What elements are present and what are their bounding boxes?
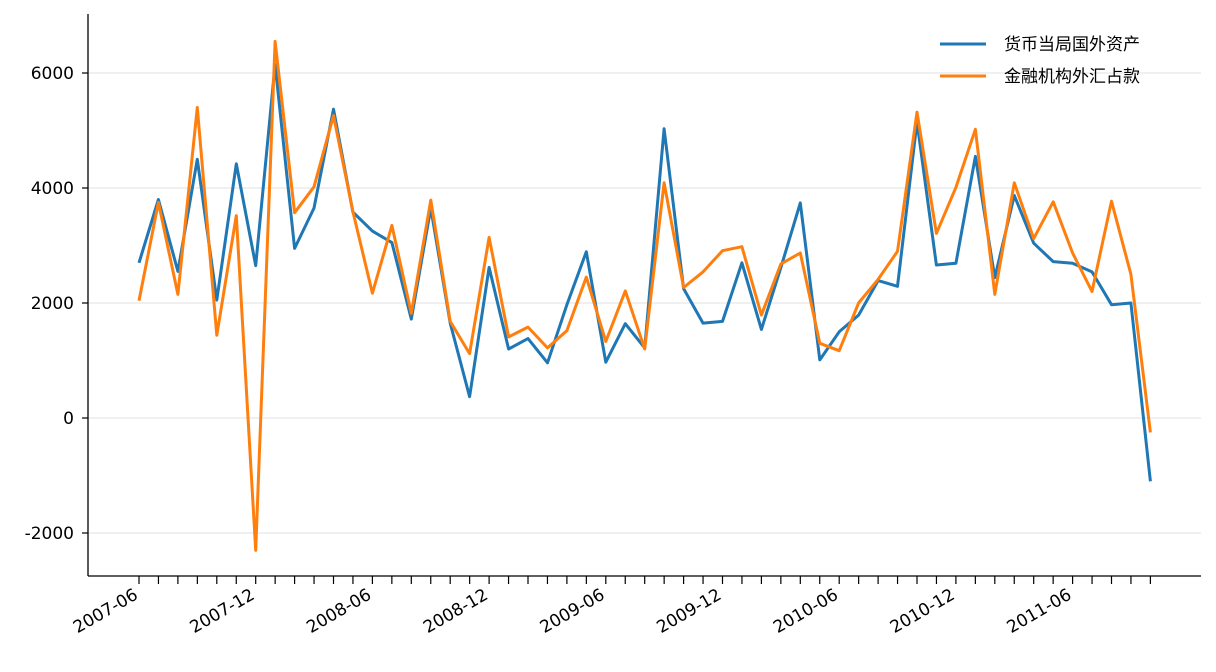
x-tick-label: 2010-06 <box>770 585 842 638</box>
legend-label: 货币当局国外资产 <box>1004 35 1140 55</box>
x-tick-label: 2008-12 <box>420 585 492 638</box>
gridlines <box>88 72 1201 534</box>
x-tick-label: 2007-12 <box>187 585 259 638</box>
series-line-1 <box>137 39 1152 552</box>
x-tick-label: 2010-12 <box>887 585 959 638</box>
x-tick-label: 2009-06 <box>537 585 609 638</box>
legend-label: 金融机构外汇占款 <box>1004 67 1140 87</box>
y-tick-label: 2000 <box>31 294 74 314</box>
x-tick-label: 2007-06 <box>70 585 142 638</box>
y-tick-label: 4000 <box>31 179 74 199</box>
x-tick-label: 2009-12 <box>653 585 725 638</box>
series-lines <box>137 39 1152 552</box>
y-axis-ticks: -2000 0 2000 4000 6000 <box>25 64 88 544</box>
axes <box>87 14 1201 577</box>
x-tick-label: 2008-06 <box>303 585 375 638</box>
x-tick-label: 2011-06 <box>1004 585 1076 638</box>
y-tick-label: 6000 <box>31 64 74 84</box>
y-tick-label: -2000 <box>25 524 74 544</box>
y-tick-label: 0 <box>63 409 74 429</box>
x-axis-ticks: 2007-06 2007-12 2008-06 2008-12 2009-06 2009-… <box>70 576 1152 638</box>
